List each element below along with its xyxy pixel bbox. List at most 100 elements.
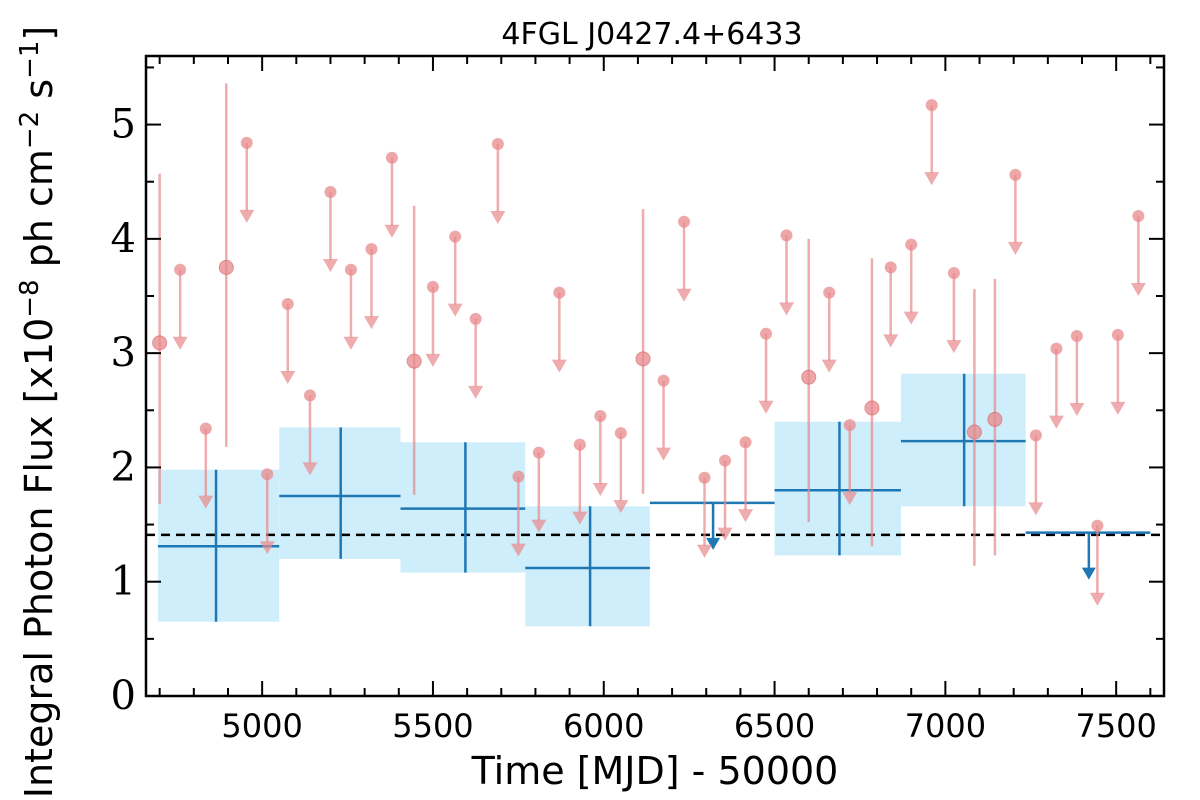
short-ul-point-10 xyxy=(426,280,439,293)
short-ul-arrow-5 xyxy=(302,462,318,476)
short-ul-arrow-8 xyxy=(363,316,379,330)
short-ul-point-21 xyxy=(678,215,691,228)
short-ul-arrow-39 xyxy=(1130,283,1146,296)
short-ul-point-30 xyxy=(905,238,918,251)
short-ul-arrow-7 xyxy=(343,336,359,350)
short-ul-point-36 xyxy=(1070,330,1083,342)
plot-frame xyxy=(144,54,1166,698)
y-axis-label-exp3: −1 xyxy=(15,41,45,79)
short-ul-arrow-11 xyxy=(447,303,463,317)
long-ul-arrow-1 xyxy=(1081,567,1096,580)
short-ul-arrow-1 xyxy=(198,495,214,509)
short-ul-arrow-2 xyxy=(239,209,255,223)
short-ul-point-29 xyxy=(884,261,897,274)
short-ul-arrow-3 xyxy=(259,541,275,555)
short-ul-point-15 xyxy=(532,446,545,459)
x-axis-label: Time [MJD] - 50000 xyxy=(471,749,839,793)
y-tick-label-0: 0 xyxy=(111,673,136,719)
y-tick-label-2: 2 xyxy=(111,444,136,490)
short-point-0 xyxy=(152,335,168,351)
long-bin-band-4 xyxy=(774,421,901,556)
short-ul-point-34 xyxy=(1029,429,1042,442)
short-ul-arrow-16 xyxy=(551,359,567,373)
short-ul-arrow-32 xyxy=(946,340,962,354)
x-tick-label-7500: 7500 xyxy=(1075,707,1156,745)
short-ul-point-25 xyxy=(760,327,773,340)
short-ul-point-38 xyxy=(1111,328,1124,341)
x-tick-label-6000: 6000 xyxy=(563,707,644,745)
short-ul-arrow-4 xyxy=(280,371,296,384)
short-ul-arrow-36 xyxy=(1069,403,1085,416)
x-tick-label-5500: 5500 xyxy=(392,707,473,745)
short-ul-arrow-23 xyxy=(717,527,733,541)
short-ul-point-20 xyxy=(657,374,670,387)
y-tick-label-3: 3 xyxy=(111,330,136,376)
short-ul-arrow-35 xyxy=(1048,415,1064,429)
y-axis-label-exp2: −2 xyxy=(15,111,45,149)
short-ul-point-22 xyxy=(698,471,711,484)
short-ul-arrow-20 xyxy=(656,447,672,461)
short-ul-arrow-37 xyxy=(1089,592,1105,606)
short-ul-arrow-14 xyxy=(510,543,526,557)
y-tick-label-1: 1 xyxy=(111,559,136,605)
y-tick-labels: 0 1 2 3 4 5 xyxy=(111,102,136,719)
short-ul-point-3 xyxy=(261,468,274,481)
short-ul-point-8 xyxy=(365,243,378,256)
short-ul-point-13 xyxy=(491,138,504,150)
long-ul-arrow-0 xyxy=(706,537,721,550)
short-ul-point-19 xyxy=(614,427,627,440)
short-ul-point-39 xyxy=(1132,210,1145,222)
short-ul-arrow-29 xyxy=(883,334,899,348)
short-ul-arrow-21 xyxy=(676,288,692,302)
y-tick-label-4: 4 xyxy=(111,216,136,262)
short-ul-arrow-30 xyxy=(903,311,919,325)
short-ul-point-28 xyxy=(843,419,856,432)
y-axis-label: Integral Photon Flux [x10−8 ph cm−2 s−1] xyxy=(15,26,61,799)
short-ul-arrow-0 xyxy=(172,336,188,350)
short-ul-point-32 xyxy=(947,267,960,280)
short-ul-arrow-18 xyxy=(592,483,608,496)
short-ul-point-16 xyxy=(553,286,566,299)
short-ul-arrow-6 xyxy=(322,259,338,272)
short-ul-arrow-19 xyxy=(613,500,629,514)
short-ul-arrow-26 xyxy=(779,302,795,316)
long-bin-bands xyxy=(157,373,1026,627)
short-ul-arrow-33 xyxy=(1007,241,1023,255)
long-bin-band-3 xyxy=(525,506,650,627)
short-ul-arrow-15 xyxy=(531,519,547,533)
short-ul-point-17 xyxy=(573,438,586,451)
x-tick-labels: 5000 5500 6000 6500 7000 7500 xyxy=(221,707,1156,745)
short-ul-point-31 xyxy=(925,99,938,112)
axis-ticks xyxy=(146,56,1164,697)
short-ul-point-11 xyxy=(449,230,462,243)
short-ul-point-18 xyxy=(594,410,607,422)
y-axis-label-s: s xyxy=(17,79,61,111)
short-point-2 xyxy=(406,353,422,369)
x-tick-label-6500: 6500 xyxy=(734,707,815,745)
short-ul-arrow-24 xyxy=(738,509,754,523)
short-ul-point-1 xyxy=(199,422,212,435)
short-point-1 xyxy=(218,259,234,275)
short-ul-point-0 xyxy=(174,263,187,276)
chart-title: 4FGL J0427.4+6433 xyxy=(501,17,802,52)
short-ul-arrow-12 xyxy=(468,385,484,399)
short-ul-point-27 xyxy=(823,286,836,299)
short-point-5 xyxy=(864,400,880,416)
x-tick-label-5000: 5000 xyxy=(221,707,302,745)
y-axis-label-main: Integral Photon Flux [x10 xyxy=(17,318,61,799)
y-axis-label-mid: ph cm xyxy=(17,149,61,279)
y-axis-label-end: ] xyxy=(17,26,61,41)
short-ul-point-6 xyxy=(324,186,337,198)
short-ul-arrow-9 xyxy=(384,224,400,238)
short-ul-point-5 xyxy=(303,389,316,402)
short-ul-arrow-10 xyxy=(425,353,441,367)
x-tick-label-7000: 7000 xyxy=(905,707,986,745)
short-ul-point-26 xyxy=(780,229,793,242)
short-ul-point-7 xyxy=(344,263,357,276)
short-point-3 xyxy=(635,351,651,367)
short-ul-point-4 xyxy=(281,298,294,310)
short-point-6 xyxy=(966,424,982,440)
short-ul-arrow-25 xyxy=(758,400,774,414)
short-ul-point-33 xyxy=(1009,168,1022,181)
